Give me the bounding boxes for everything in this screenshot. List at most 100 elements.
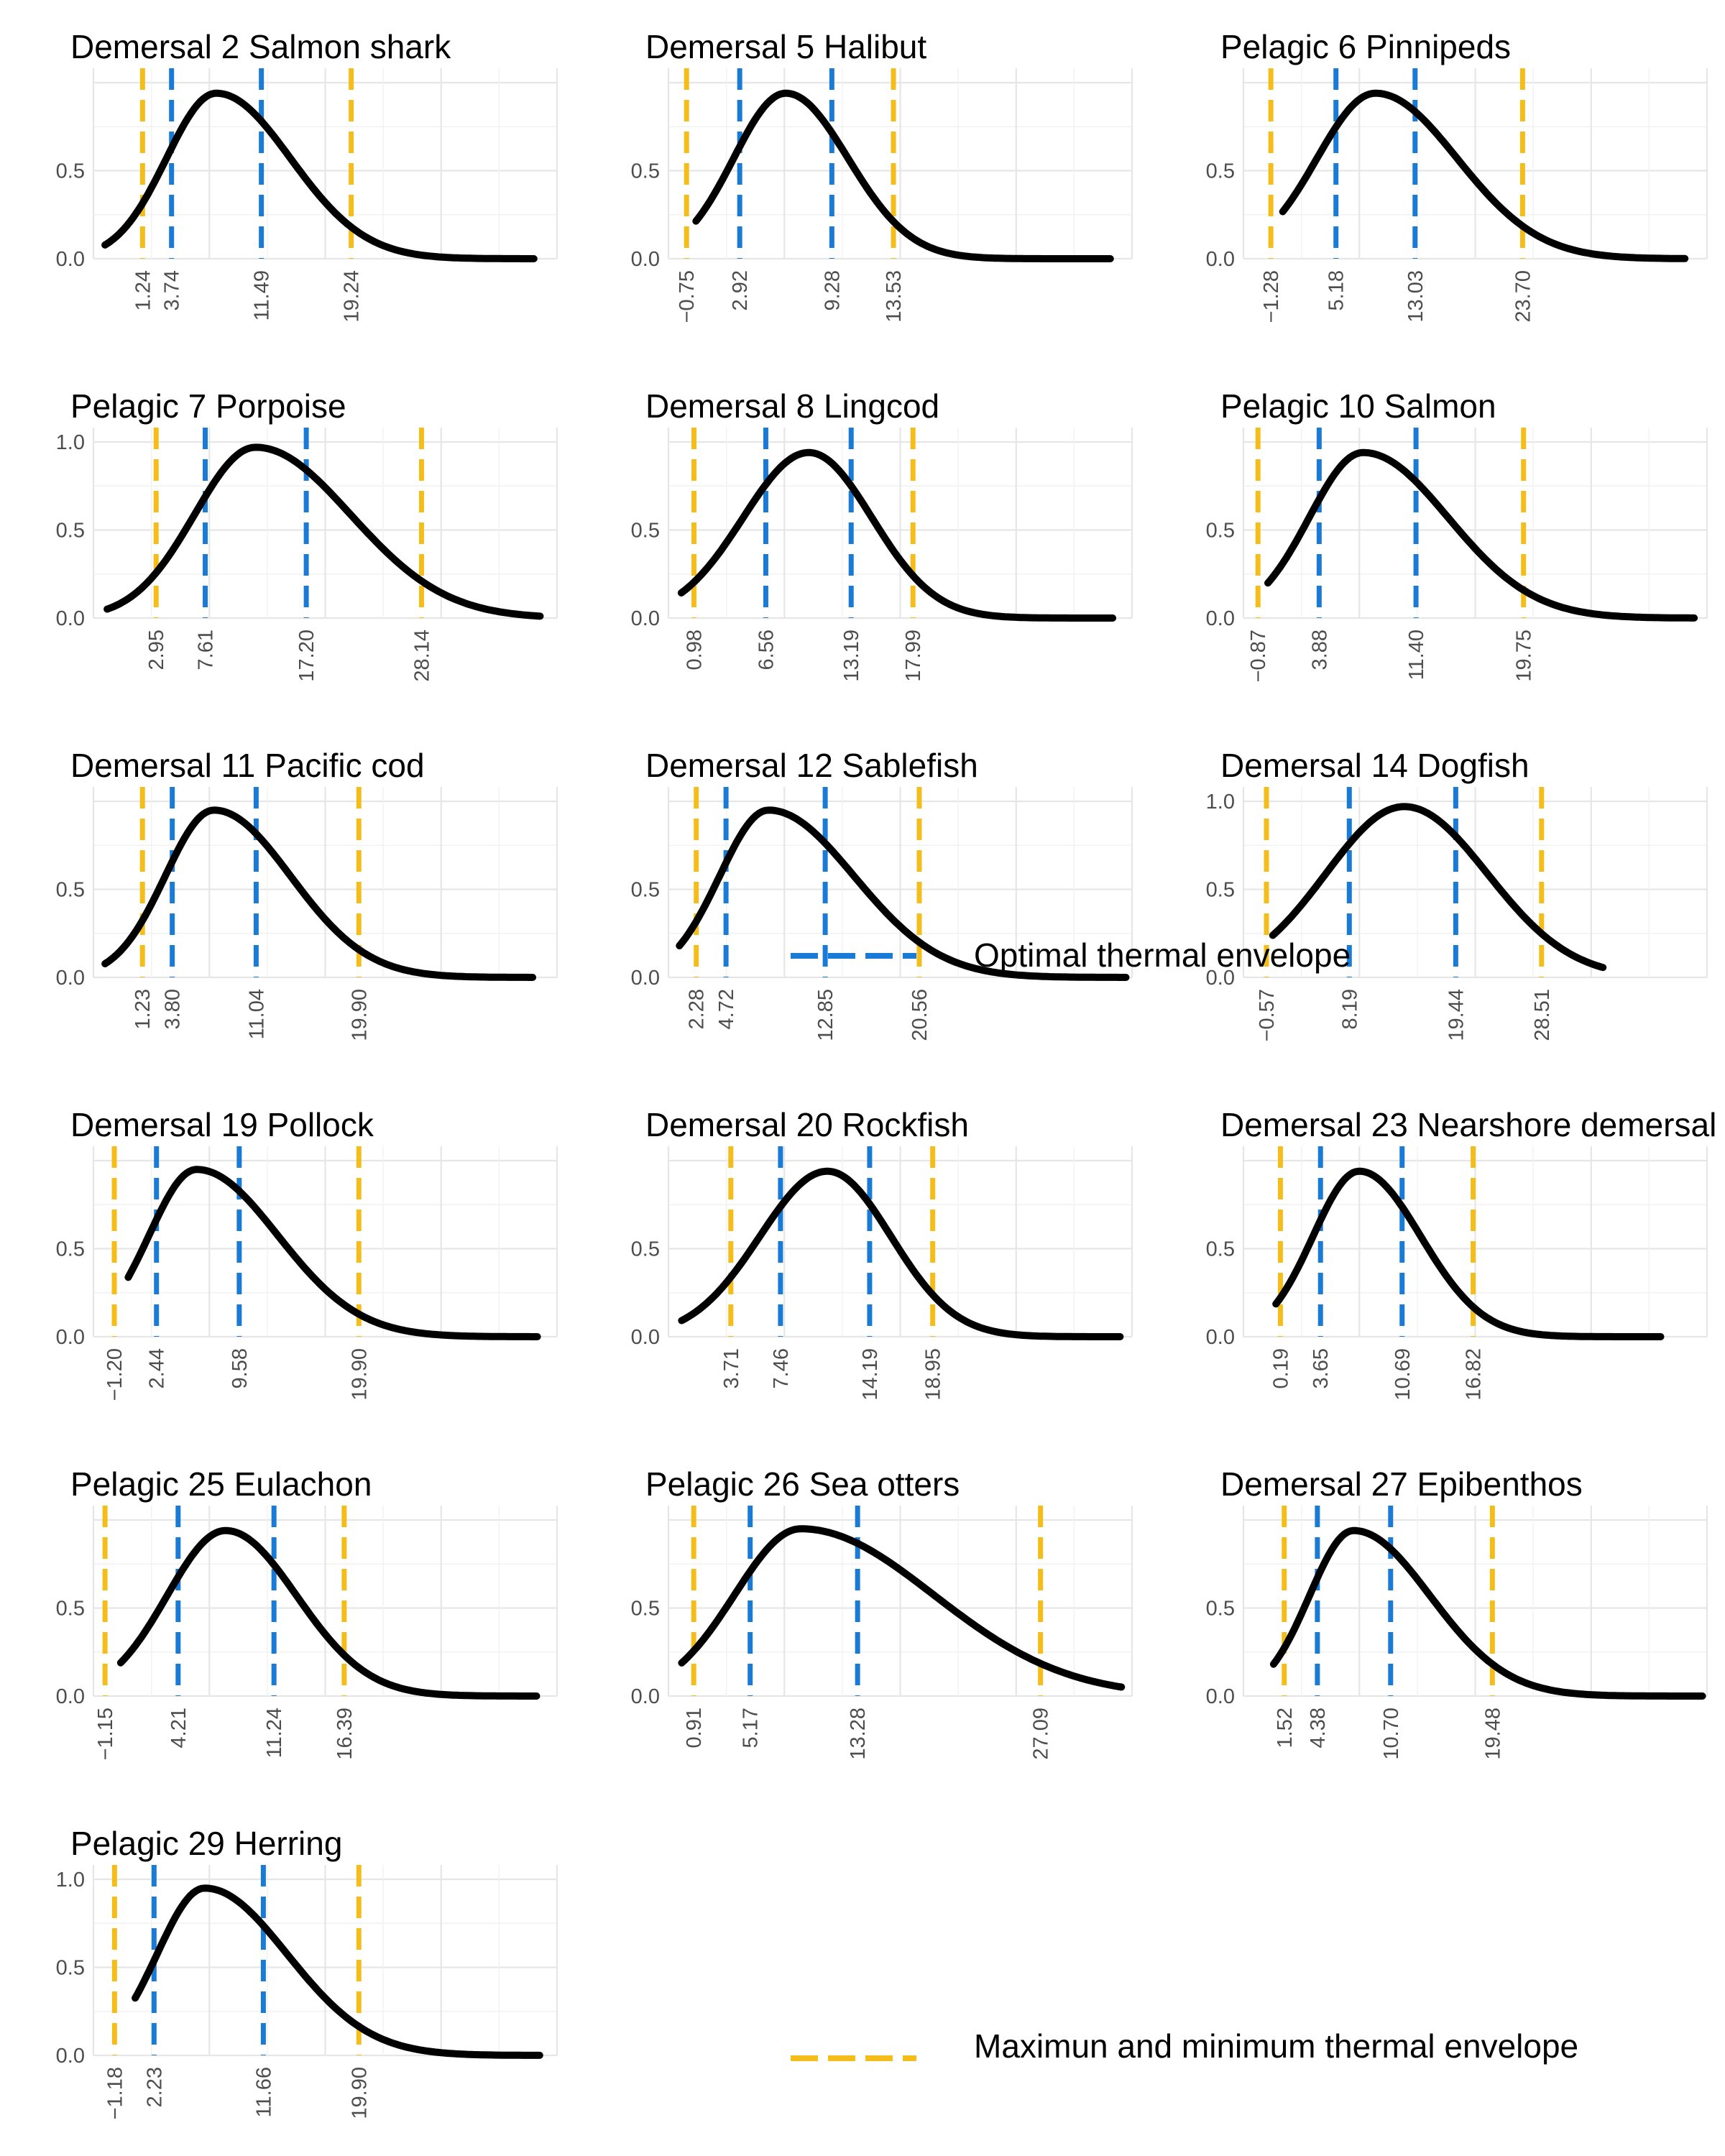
max-envelope-label: 16.39 [334,1708,356,1760]
response-curve [124,1166,541,1340]
panel-title: Pelagic 26 Sea otters [645,1465,960,1503]
min-envelope-label: 1.23 [132,989,155,1029]
optimal-low-label: 3.80 [162,989,185,1029]
response-curve [1272,1167,1665,1340]
y-tick-label: 0.5 [1206,160,1235,183]
response-curve [1269,1526,1706,1700]
y-tick-label: 0.5 [56,1598,85,1621]
max-envelope-label: 23.70 [1512,270,1535,323]
response-curve [116,1526,540,1700]
optimal-high-label: 11.04 [245,989,268,1039]
panel-title: Demersal 20 Rockfish [645,1106,969,1143]
grid [92,1146,558,1338]
y-tick-label: 0.5 [1206,1598,1235,1621]
y-tick-label: 1.0 [56,1869,85,1892]
grid [667,1506,1133,1697]
min-envelope-label: 1.24 [132,270,155,310]
optimal-high-label: 10.70 [1380,1708,1403,1760]
panel-title: Demersal 19 Pollock [70,1106,374,1143]
optimal-low-label: 4.72 [715,989,738,1029]
optimal-low-label: 4.21 [167,1708,190,1748]
min-envelope-label: −1.20 [104,1348,126,1401]
optimal-high-label: 13.19 [840,630,863,682]
min-envelope-label: 1.52 [1274,1708,1297,1748]
optimal-low-label: 5.18 [1325,270,1348,310]
response-curve [101,89,538,262]
panel-14: Pelagic 26 Sea otters 0.0 0.5 0.91 5.17 13.28… [631,1465,1133,1760]
panel-title: Pelagic 7 Porpoise [70,387,346,425]
min-envelope-label: 2.28 [686,989,709,1029]
y-tick-label: 0.5 [631,1598,660,1621]
panel-8: Demersal 12 Sablefish 0.0 0.5 2.28 4.72 12.85… [631,747,1133,1041]
panel-title: Demersal 5 Halibut [645,28,926,65]
panel-15: Demersal 27 Epibenthos 0.0 0.5 1.52 4.38 10.7… [1206,1465,1708,1760]
y-tick-label: 0.0 [631,1685,660,1708]
optimal-low-label: 8.19 [1338,989,1361,1029]
panel-title: Demersal 2 Salmon shark [70,28,451,65]
min-envelope-label: −0.87 [1247,630,1270,682]
optimal-high-label: 11.49 [251,270,274,321]
y-tick-label: 0.0 [1206,248,1235,271]
y-tick-label: 0.5 [56,1238,85,1261]
grid [1242,1506,1708,1697]
max-envelope-label: 20.56 [908,989,932,1041]
optimal-high-label: 17.20 [295,630,318,682]
panel-title: Pelagic 6 Pinnipeds [1220,28,1511,65]
panel-title: Pelagic 10 Salmon [1220,387,1496,425]
optimal-high-label: 11.66 [252,2067,275,2117]
max-envelope-label: 19.90 [348,2067,371,2119]
max-envelope-label: 19.75 [1513,630,1536,682]
y-tick-label: 0.5 [1206,879,1235,902]
min-envelope-label: 0.19 [1269,1348,1292,1388]
min-envelope-label: −1.18 [104,2067,126,2119]
y-tick-label: 0.5 [56,1957,85,1980]
max-envelope-label: 18.95 [922,1348,945,1401]
y-tick-label: 0.5 [631,1238,660,1261]
y-tick-label: 0.0 [56,248,85,271]
panel-10: Demersal 19 Pollock 0.0 0.5 −1.20 2.44 9.58 19… [56,1106,558,1401]
optimal-low-label: 7.46 [770,1348,793,1388]
panel-title: Demersal 8 Lingcod [645,387,939,425]
max-envelope-label: 19.48 [1481,1708,1504,1760]
optimal-high-label: 13.28 [847,1708,870,1760]
panel-title: Demersal 27 Epibenthos [1220,1465,1583,1503]
max-envelope-label: 28.51 [1531,989,1554,1041]
optimal-low-label: 2.23 [143,2067,166,2107]
y-tick-label: 0.5 [1206,520,1235,543]
panel-3: Pelagic 6 Pinnipeds 0.0 0.5 −1.28 5.18 13.03 2… [1206,28,1708,323]
grid [92,787,558,979]
response-curve [677,448,1117,622]
min-envelope-label: 0.98 [683,630,706,670]
optimal-high-label: 19.44 [1445,989,1468,1041]
grid [92,1865,558,2057]
optimal-low-label: 3.88 [1308,630,1331,670]
panel-7: Demersal 11 Pacific cod 0.0 0.5 1.23 3.80 11.… [56,747,558,1041]
panel-2: Demersal 5 Halibut 0.0 0.5 −0.75 2.92 9.28 13.… [631,28,1133,323]
panel-1: Demersal 2 Salmon shark 0.0 0.5 1.24 3.74 11.… [56,28,558,323]
optimal-low-label: 6.56 [755,630,778,670]
y-tick-label: 0.5 [631,520,660,543]
grid [667,1146,1133,1338]
max-envelope-label: 28.14 [410,630,433,682]
y-tick-label: 0.5 [631,879,660,902]
grid [92,428,558,619]
min-envelope-label: −0.57 [1256,989,1279,1041]
panel-title: Demersal 11 Pacific cod [70,747,425,784]
panel-title: Pelagic 29 Herring [70,1825,342,1862]
optimal-high-label: 14.19 [859,1348,882,1401]
y-tick-label: 0.5 [1206,1238,1235,1261]
optimal-high-label: 11.40 [1405,630,1428,680]
optimal-low-label: 3.65 [1310,1348,1333,1388]
y-tick-label: 0.0 [631,1326,660,1349]
grid [92,1506,558,1697]
min-envelope-label: −0.75 [676,270,699,323]
panel-13: Pelagic 25 Eulachon 0.0 0.5 −1.15 4.21 11.24 1… [56,1465,558,1760]
optimal-low-label: 2.44 [146,1348,169,1388]
panel-9: Demersal 14 Dogfish 0.0 0.5 1.0 −0.57 8.19 19.… [1206,747,1708,1041]
grid [1242,787,1708,979]
response-curve [101,806,537,981]
y-tick-label: 0.0 [1206,1326,1235,1349]
min-envelope-label: 2.95 [145,630,168,670]
y-tick-label: 1.0 [56,431,85,454]
